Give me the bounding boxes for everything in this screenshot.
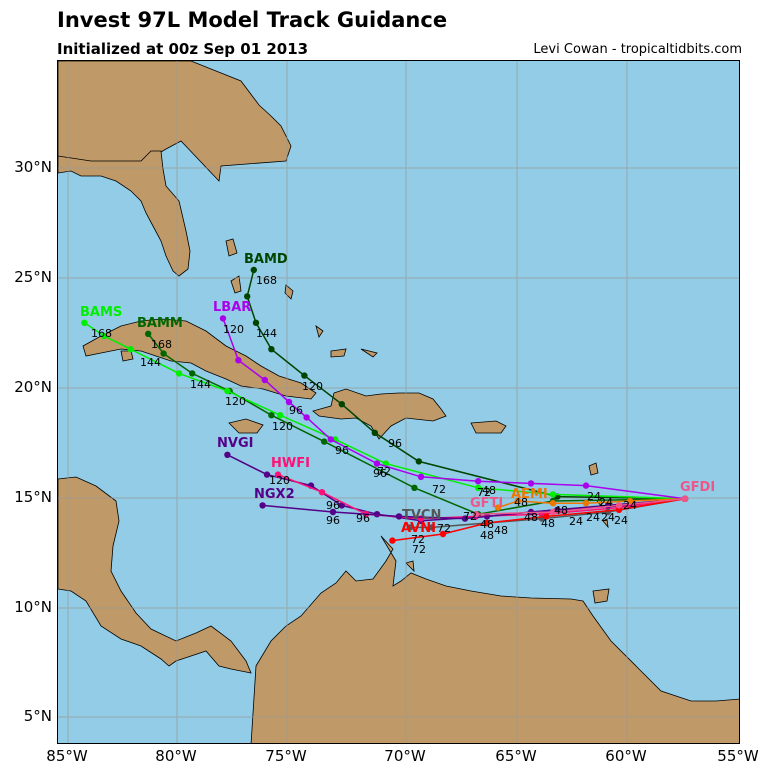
tau-label: 168 (91, 327, 112, 340)
tau-label: 72 (412, 543, 426, 556)
land-bahamas-5 (330, 348, 347, 358)
y-tick-label: 5°N (23, 707, 52, 725)
tau-label: 24 (601, 511, 615, 524)
tau-label: 96 (326, 499, 340, 512)
land-florida (58, 150, 191, 277)
chart-title: Invest 97L Model Track Guidance (57, 8, 448, 32)
land-bahamas-6 (360, 348, 378, 358)
map-panel: 168 144 120 96 72 168 144 120 96 168 144 120 96 120 96… (57, 60, 740, 744)
tau-labels: 1681441209672168144120961681441209612096… (91, 274, 637, 556)
tau-label: 48 (480, 529, 494, 542)
chart-subtitle: Initialized at 00z Sep 01 2013 (57, 40, 309, 58)
credit-text: Levi Cowan - tropicaltidbits.com (533, 42, 742, 57)
land-jamaica (228, 418, 264, 434)
tau-label: 48 (554, 504, 568, 517)
y-tick-label: 15°N (14, 488, 52, 506)
tau-label: 120 (225, 395, 246, 408)
land-central-america (58, 476, 252, 674)
tau-label: 24 (569, 515, 583, 528)
tau-label: 96 (289, 404, 303, 417)
tau-label: 96 (373, 467, 387, 480)
tau-label: 48 (482, 484, 496, 497)
land-isle (120, 350, 134, 362)
tau-label: 144 (140, 356, 161, 369)
land-lesser-antilles-3 (602, 518, 609, 529)
model-label-bams: BAMS (80, 305, 122, 320)
model-label-nvgi: NVGI (217, 436, 253, 451)
tau-label: 48 (480, 518, 494, 531)
model-tracks (81, 266, 689, 544)
model-label-lbar: LBAR (213, 300, 251, 315)
tau-label: 96 (335, 444, 349, 457)
model-label-gfdi: GFDI (680, 480, 715, 495)
model-label-tvcn: TVCN (402, 508, 441, 523)
x-tick-label: 85°W (46, 747, 88, 765)
track-gfdi (681, 495, 689, 502)
tau-label: 120 (269, 474, 290, 487)
land-south-america (250, 535, 739, 743)
tau-label: 24 (623, 499, 637, 512)
tau-label: 72 (377, 465, 391, 478)
model-label-gfti: GFTI (470, 496, 503, 511)
tau-label: 96 (388, 437, 402, 450)
x-tick-label: 65°W (495, 747, 537, 765)
tau-label: 24 (587, 490, 601, 503)
y-tick-label: 10°N (14, 598, 52, 616)
x-tick-label: 75°W (265, 747, 307, 765)
model-label-bamd: BAMD (244, 252, 288, 267)
tau-label: 144 (190, 378, 211, 391)
x-tick-label: 55°W (717, 747, 759, 765)
model-label-aemi: AEMI (511, 487, 548, 502)
land-cuba (82, 318, 317, 400)
tau-label: 72 (411, 533, 425, 546)
tau-label: 72 (477, 486, 491, 499)
track-lbar (219, 315, 689, 502)
tau-label: 24 (599, 496, 613, 509)
tau-label: 24 (586, 511, 600, 524)
land-lesser-antilles-1 (588, 462, 599, 476)
track-bams (81, 319, 689, 502)
model-label-hwfi: HWFI (271, 456, 310, 471)
y-tick-label: 20°N (14, 378, 52, 396)
land-bahamas-4 (315, 325, 324, 338)
map-canvas: 1681441209672168144120961681441209612096… (58, 61, 739, 743)
land-hispaniola (312, 388, 447, 440)
tau-label: 48 (514, 496, 528, 509)
tau-label: 48 (541, 517, 555, 530)
tau-label: 120 (272, 420, 293, 433)
y-tick-label: 30°N (14, 158, 52, 176)
y-tick-label: 25°N (14, 268, 52, 286)
tau-label: 144 (256, 327, 277, 340)
tau-label: 72 (432, 483, 446, 496)
track-avni (389, 495, 689, 544)
tau-label: 168 (256, 274, 277, 287)
tau-label: 168 (151, 338, 172, 351)
tau-label: 72 (463, 510, 477, 523)
tau-label: 48 (494, 524, 508, 537)
land-aruba (405, 560, 415, 573)
land-bahamas-1 (225, 238, 238, 257)
land-puerto-rico (470, 420, 507, 434)
x-tick-label: 70°W (384, 747, 426, 765)
tau-label: 72 (437, 522, 451, 535)
tau-label: 24 (614, 514, 628, 527)
land (58, 61, 739, 743)
x-tick-label: 80°W (155, 747, 197, 765)
model-label-bamm: BAMM (137, 316, 183, 331)
model-label-avni: AVNI (401, 521, 436, 536)
model-label-ngx2: NGX2 (254, 487, 295, 502)
land-trinidad (592, 588, 610, 604)
tau-label: 120 (302, 380, 323, 393)
tau-label: 48 (524, 511, 538, 524)
tau-label: 120 (223, 323, 244, 336)
x-tick-label: 60°W (605, 747, 647, 765)
tau-label: 96 (356, 512, 370, 525)
tau-label: 96 (326, 514, 340, 527)
